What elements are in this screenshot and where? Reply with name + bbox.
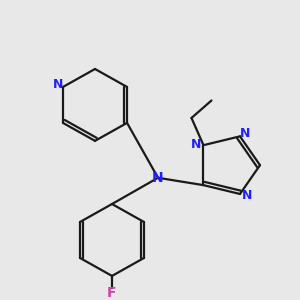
Text: N: N xyxy=(191,138,202,151)
Text: N: N xyxy=(152,171,164,185)
Text: F: F xyxy=(107,286,117,300)
Text: N: N xyxy=(240,127,250,140)
Text: N: N xyxy=(53,77,63,91)
Text: N: N xyxy=(242,189,252,203)
